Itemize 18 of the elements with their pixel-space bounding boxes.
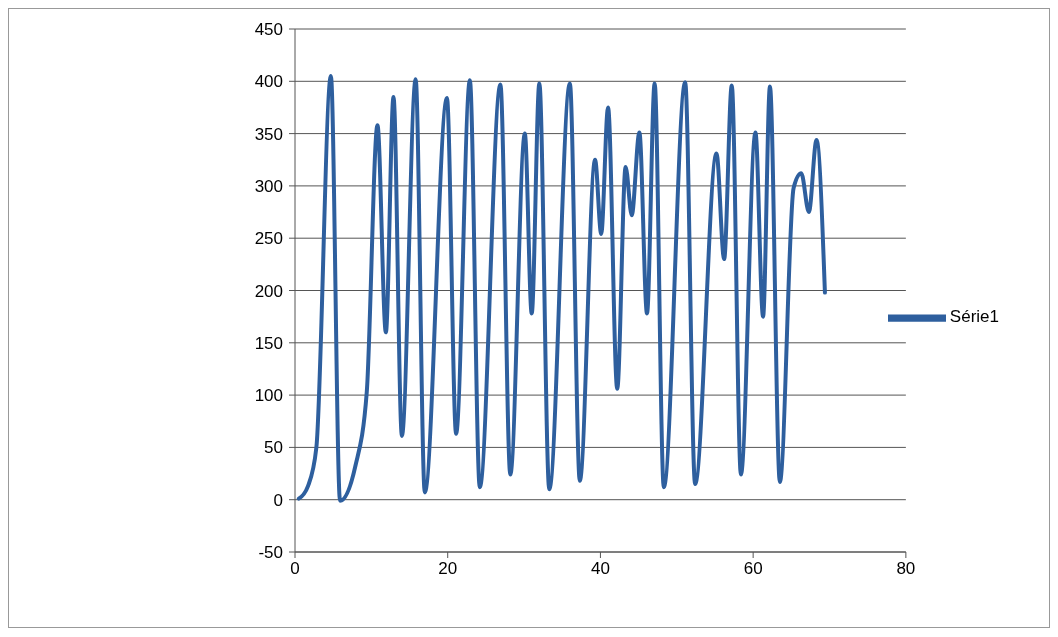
y-tick-label: 300 bbox=[254, 176, 283, 196]
y-tick-label: 450 bbox=[254, 20, 283, 40]
x-tick-label: 20 bbox=[438, 559, 458, 579]
y-tick-label: -50 bbox=[258, 543, 283, 563]
x-tick-label: 40 bbox=[590, 559, 610, 579]
x-tick-label: 0 bbox=[290, 559, 300, 579]
line-series bbox=[296, 74, 827, 503]
y-tick-label: 150 bbox=[254, 333, 283, 353]
legend-label: Série1 bbox=[949, 307, 999, 327]
y-tick-label: 200 bbox=[254, 281, 283, 301]
y-tick-label: 350 bbox=[254, 124, 283, 144]
y-tick-label: 400 bbox=[254, 72, 283, 92]
x-tick-label: 80 bbox=[896, 559, 916, 579]
y-tick-label: 250 bbox=[254, 229, 283, 249]
y-tick-label: 50 bbox=[264, 438, 283, 458]
y-tick-label: 100 bbox=[254, 386, 283, 406]
x-tick-label: 60 bbox=[743, 559, 763, 579]
y-tick-label: 0 bbox=[273, 490, 283, 510]
